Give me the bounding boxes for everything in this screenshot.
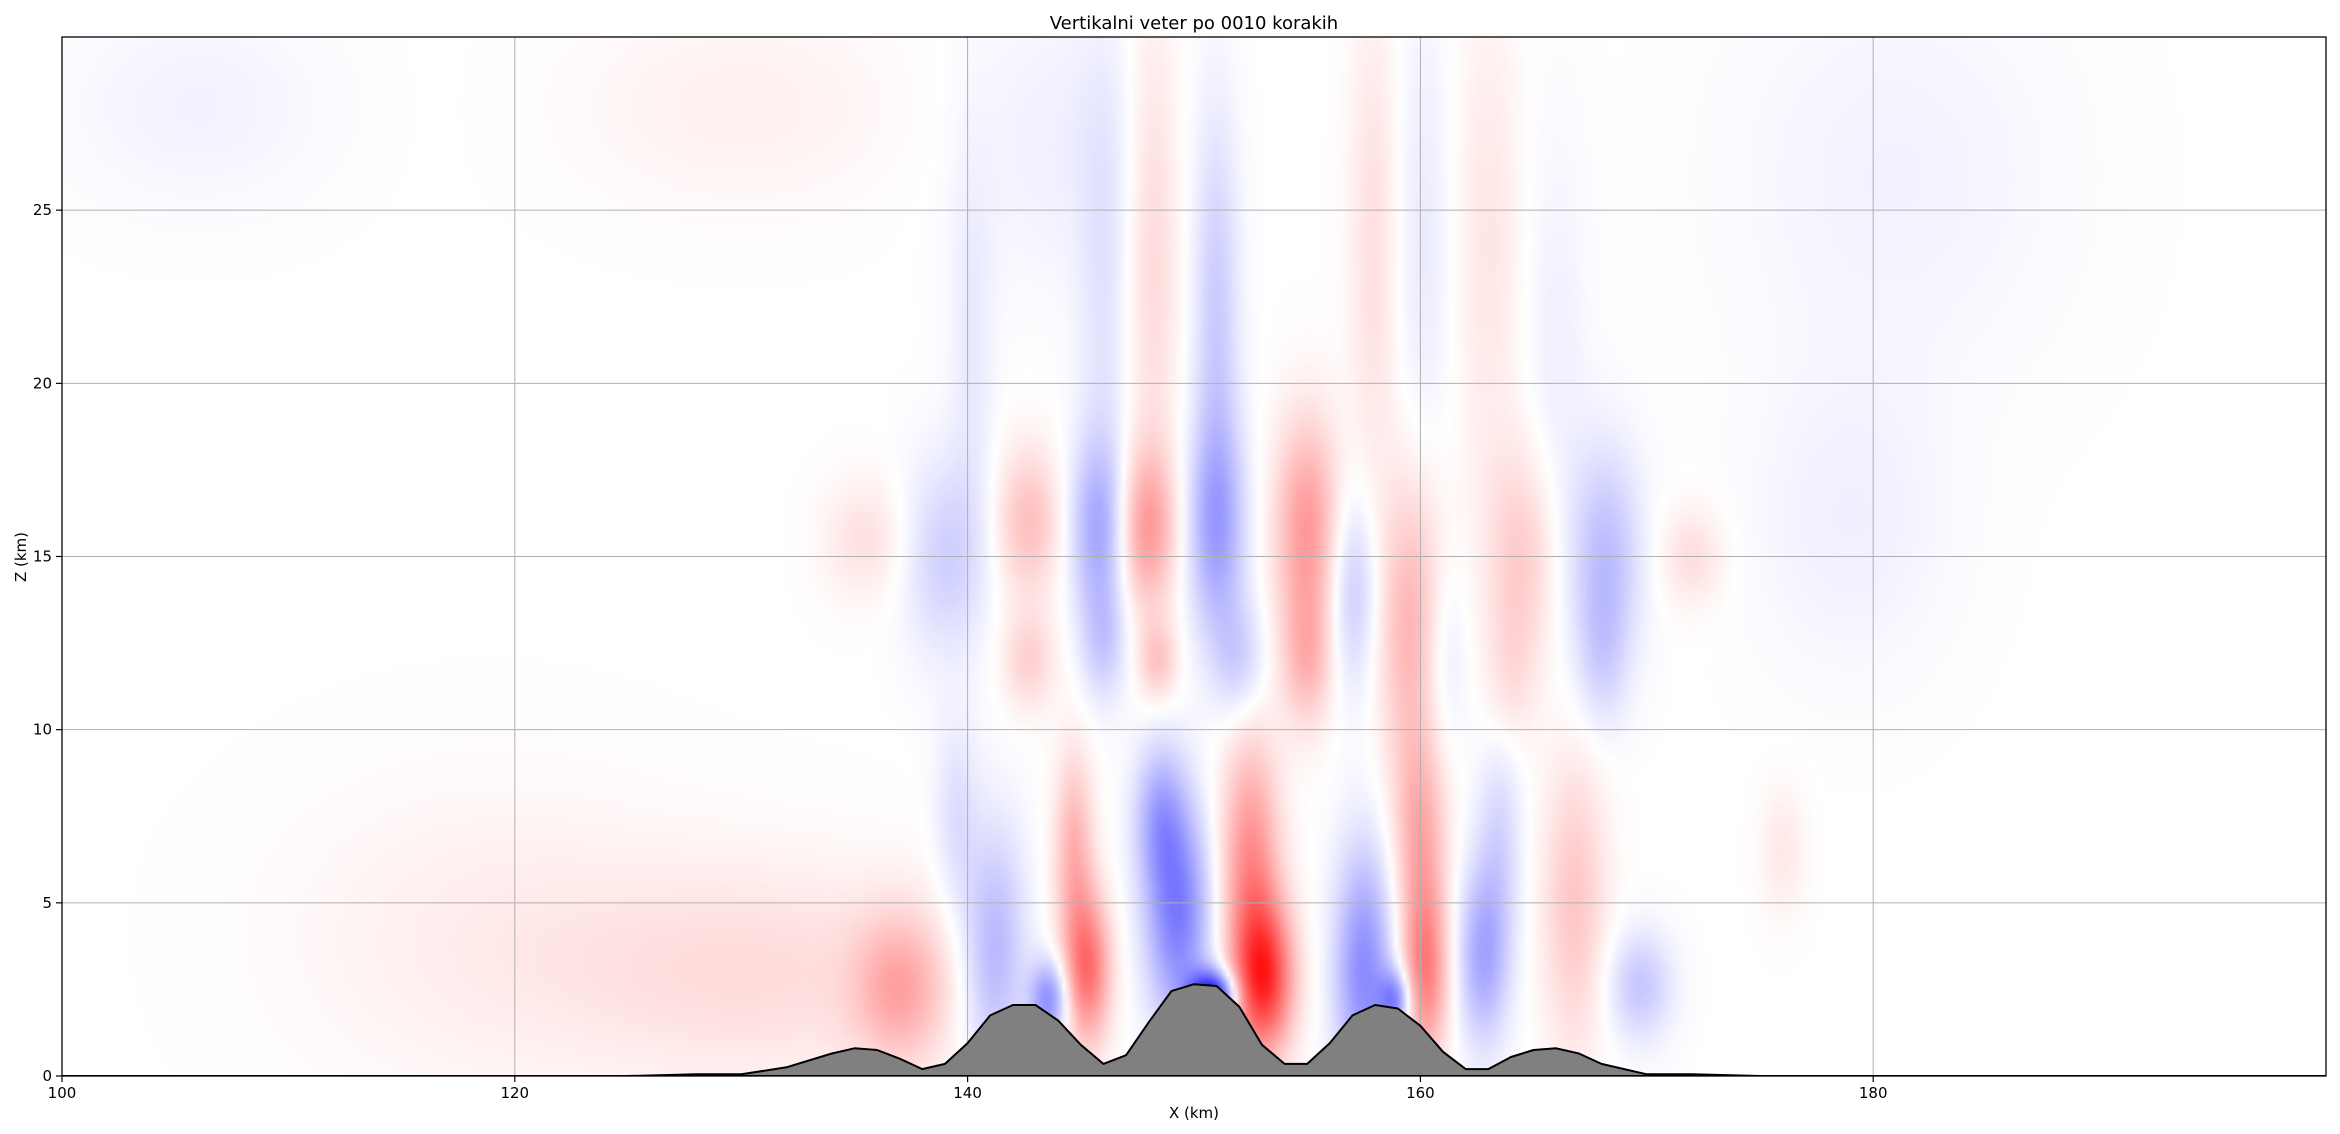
plot-area: [61, 36, 2327, 1077]
x-tick-label: 160: [1406, 1084, 1435, 1102]
y-tick-label: 0: [42, 1067, 52, 1085]
x-axis-label: X (km): [1169, 1104, 1219, 1122]
y-tick-label: 5: [42, 894, 52, 912]
x-axis: 100 120 140 160 180: [48, 1076, 1888, 1102]
terrain-profile: [62, 983, 2326, 1076]
grid-lines: [61, 37, 2326, 1076]
x-tick-label: 180: [1859, 1084, 1888, 1102]
y-tick-label: 20: [33, 374, 52, 392]
x-tick-label: 140: [953, 1084, 982, 1102]
y-tick-label: 15: [33, 548, 52, 566]
y-axis-label: Z (km): [12, 532, 30, 582]
x-tick-label: 100: [48, 1084, 77, 1102]
chart-title: Vertikalni veter po 0010 korakih: [1050, 13, 1338, 34]
x-tick-label: 120: [500, 1084, 529, 1102]
y-tick-label: 10: [33, 721, 52, 739]
y-tick-label: 25: [33, 201, 52, 219]
y-axis: 0 5 10 15 20 25: [33, 201, 62, 1085]
